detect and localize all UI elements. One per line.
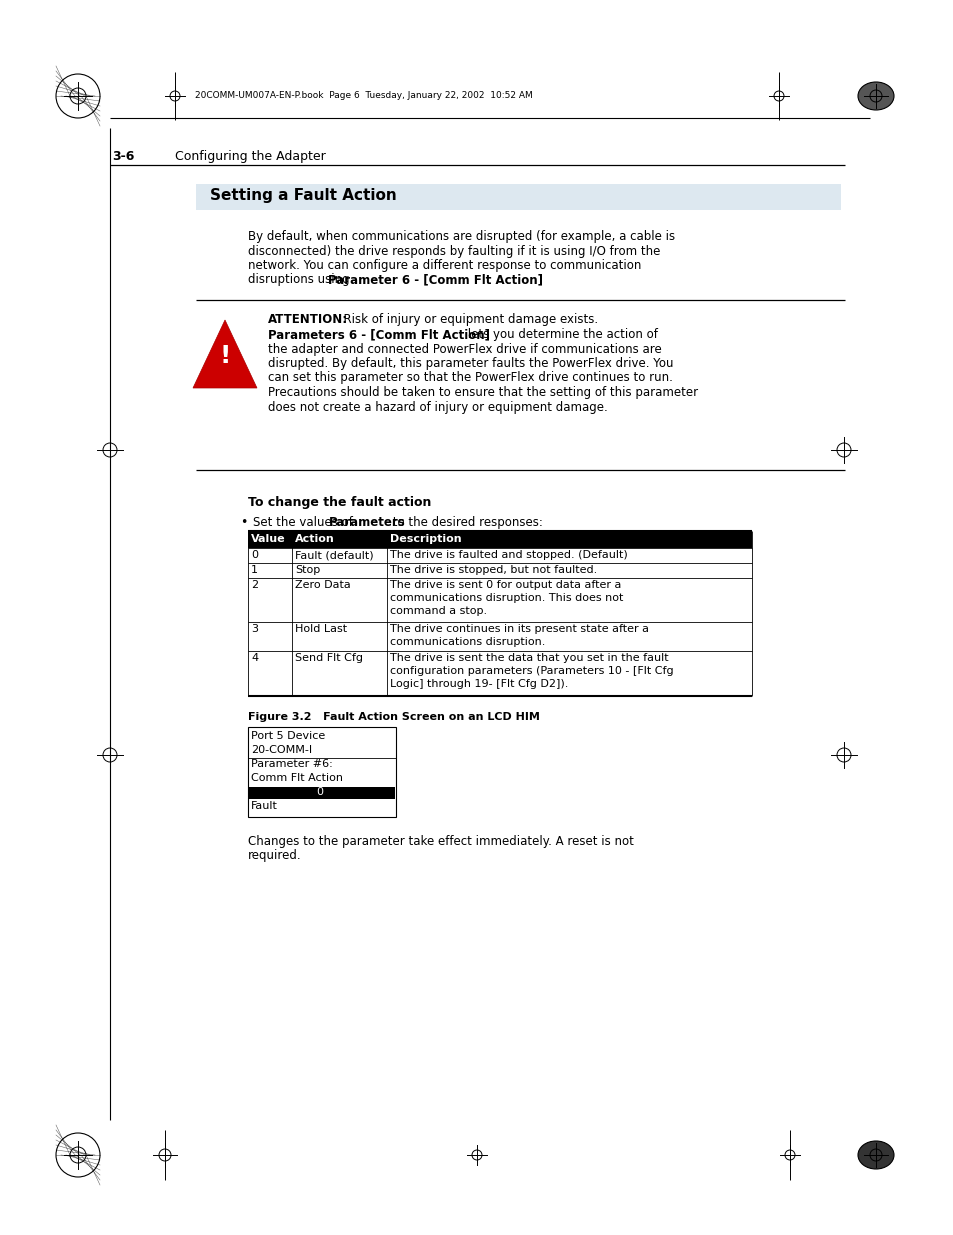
- Text: Port 5 Device: Port 5 Device: [251, 731, 325, 741]
- Text: 1: 1: [251, 564, 257, 576]
- Bar: [248, 727, 395, 818]
- Text: The drive is stopped, but not faulted.: The drive is stopped, but not faulted.: [390, 564, 597, 576]
- Text: the adapter and connected PowerFlex drive if communications are: the adapter and connected PowerFlex driv…: [268, 342, 661, 356]
- Text: Stop: Stop: [294, 564, 320, 576]
- Text: disconnected) the drive responds by faulting if it is using I/O from the: disconnected) the drive responds by faul…: [248, 245, 659, 258]
- Text: disruptions using: disruptions using: [248, 273, 353, 287]
- Text: 3-6: 3-6: [112, 149, 134, 163]
- Polygon shape: [193, 320, 256, 388]
- Text: Precautions should be taken to ensure that the setting of this parameter: Precautions should be taken to ensure th…: [268, 387, 698, 399]
- Text: Fault: Fault: [251, 802, 277, 811]
- Text: network. You can configure a different response to communication: network. You can configure a different r…: [248, 259, 640, 272]
- Text: •: •: [240, 516, 247, 529]
- Text: ATTENTION:: ATTENTION:: [268, 312, 348, 326]
- Text: Changes to the parameter take effect immediately. A reset is not: Changes to the parameter take effect imm…: [248, 835, 633, 848]
- Text: 20COMM-UM007A-EN-P.book  Page 6  Tuesday, January 22, 2002  10:52 AM: 20COMM-UM007A-EN-P.book Page 6 Tuesday, …: [194, 91, 532, 100]
- Text: Configuring the Adapter: Configuring the Adapter: [174, 149, 325, 163]
- Text: The drive is sent 0 for output data after a: The drive is sent 0 for output data afte…: [390, 580, 620, 590]
- Text: Logic] through 19- [Flt Cfg D2]).: Logic] through 19- [Flt Cfg D2]).: [390, 679, 568, 689]
- Text: 0: 0: [251, 550, 257, 559]
- Text: does not create a hazard of injury or equipment damage.: does not create a hazard of injury or eq…: [268, 400, 607, 414]
- Text: Description: Description: [390, 534, 461, 543]
- Text: 0: 0: [315, 787, 323, 797]
- Text: Set the values of: Set the values of: [253, 516, 356, 529]
- Text: can set this parameter so that the PowerFlex drive continues to run.: can set this parameter so that the Power…: [268, 372, 672, 384]
- FancyBboxPatch shape: [195, 184, 841, 210]
- Text: The drive continues in its present state after a: The drive continues in its present state…: [390, 624, 648, 634]
- Text: Parameter 6 - [Comm Flt Action]: Parameter 6 - [Comm Flt Action]: [328, 273, 542, 287]
- Text: Parameter #6:: Parameter #6:: [251, 760, 333, 769]
- Text: to the desired responses:: to the desired responses:: [389, 516, 542, 529]
- Text: lets you determine the action of: lets you determine the action of: [463, 329, 658, 341]
- Text: !: !: [219, 345, 231, 368]
- Text: Parameters 6 - [Comm Flt Action]: Parameters 6 - [Comm Flt Action]: [268, 329, 490, 341]
- Text: To change the fault action: To change the fault action: [248, 496, 431, 509]
- Text: 20-COMM-I: 20-COMM-I: [251, 745, 312, 755]
- Text: Value: Value: [251, 534, 285, 543]
- Text: Figure 3.2   Fault Action Screen on an LCD HIM: Figure 3.2 Fault Action Screen on an LCD…: [248, 713, 539, 722]
- Text: Fault (default): Fault (default): [294, 550, 374, 559]
- Text: configuration parameters (Parameters 10 - [Flt Cfg: configuration parameters (Parameters 10 …: [390, 666, 673, 676]
- Bar: [248, 531, 751, 548]
- Text: command a stop.: command a stop.: [390, 606, 487, 616]
- Text: 4: 4: [251, 653, 258, 663]
- Text: Risk of injury or equipment damage exists.: Risk of injury or equipment damage exist…: [335, 312, 598, 326]
- Text: disrupted. By default, this parameter faults the PowerFlex drive. You: disrupted. By default, this parameter fa…: [268, 357, 673, 370]
- Text: Hold Last: Hold Last: [294, 624, 347, 634]
- Bar: [249, 787, 395, 799]
- Text: Send Flt Cfg: Send Flt Cfg: [294, 653, 363, 663]
- Text: 2: 2: [251, 580, 258, 590]
- Text: communications disruption. This does not: communications disruption. This does not: [390, 593, 622, 603]
- Text: required.: required.: [248, 850, 301, 862]
- Text: The drive is faulted and stopped. (Default): The drive is faulted and stopped. (Defau…: [390, 550, 627, 559]
- Text: 3: 3: [251, 624, 257, 634]
- Ellipse shape: [857, 82, 893, 110]
- Text: .: .: [505, 273, 509, 287]
- Text: Action: Action: [294, 534, 335, 543]
- Ellipse shape: [857, 1141, 893, 1170]
- Text: Comm Flt Action: Comm Flt Action: [251, 773, 343, 783]
- Text: Setting a Fault Action: Setting a Fault Action: [210, 188, 396, 203]
- Text: Zero Data: Zero Data: [294, 580, 351, 590]
- Text: The drive is sent the data that you set in the fault: The drive is sent the data that you set …: [390, 653, 668, 663]
- Text: Parameters: Parameters: [329, 516, 405, 529]
- Text: communications disruption.: communications disruption.: [390, 637, 545, 647]
- Text: By default, when communications are disrupted (for example, a cable is: By default, when communications are disr…: [248, 230, 675, 243]
